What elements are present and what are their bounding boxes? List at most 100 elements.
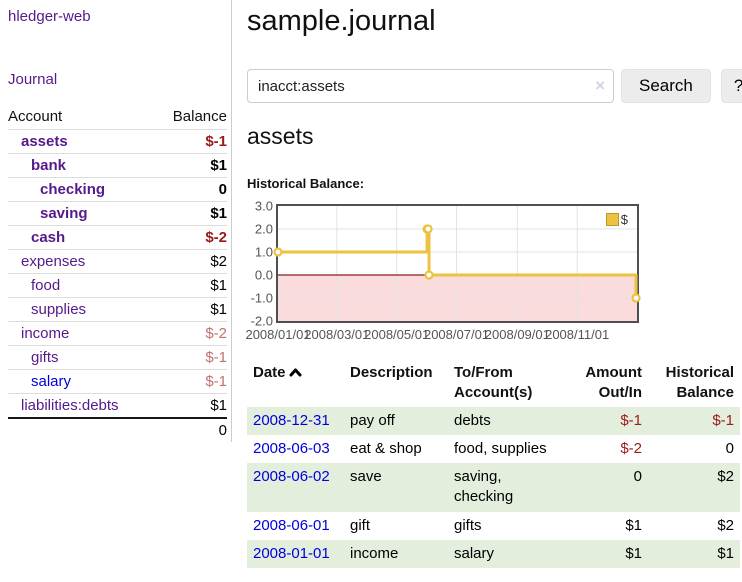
account-balance: $1: [210, 397, 227, 414]
search-input[interactable]: [247, 69, 614, 103]
account-balance: $1: [210, 205, 227, 222]
account-row: liabilities:debts $1: [8, 393, 227, 417]
transaction-balance: $2: [717, 516, 734, 534]
y-tick-label: 1.0: [254, 244, 273, 260]
sidebar-account-salary[interactable]: salary: [31, 373, 72, 390]
x-tick-label: 2008/03/01: [304, 327, 370, 342]
y-tick-label: -1.0: [250, 290, 273, 306]
search-form: × Search ?: [247, 69, 742, 103]
clear-search-icon[interactable]: ×: [595, 76, 605, 95]
help-button[interactable]: ?: [720, 69, 742, 103]
sidebar: hledger-web Journal Account Balance asse…: [0, 0, 232, 442]
sidebar-account-food[interactable]: food: [31, 277, 61, 294]
transaction-balance: 0: [725, 439, 734, 457]
account-row: saving $1: [8, 201, 227, 225]
transaction-balance: $1: [648, 539, 740, 568]
account-balance: $-2: [205, 229, 227, 246]
x-tick-label: 2008/07/01: [423, 327, 490, 342]
account-heading: assets: [247, 123, 314, 149]
page-title: sample.journal: [247, 5, 436, 37]
account-balance: $-2: [205, 325, 227, 342]
x-tick-label: 2008/11/01: [545, 327, 610, 342]
legend-series-label: $: [620, 212, 628, 227]
transaction-accounts: food, supplies: [454, 439, 547, 457]
balance-chart-svg: [273, 206, 641, 321]
account-balance: $2: [210, 253, 227, 270]
transaction-amount: $1: [625, 516, 642, 534]
account-row: gifts $-1: [8, 345, 227, 369]
sidebar-account-assets[interactable]: assets: [21, 133, 68, 150]
account-row: bank $1: [8, 153, 227, 177]
account-row: checking 0: [8, 177, 227, 201]
account-balance: $1: [210, 277, 227, 294]
chart-plot-area: $: [273, 204, 641, 323]
transaction-date-link[interactable]: 2008-06-02: [253, 468, 330, 485]
account-balance: $-1: [205, 349, 227, 366]
register-row: 2008-06-03 eat & shop food, supplies $-2…: [247, 435, 740, 463]
sidebar-account-expenses[interactable]: expenses: [21, 253, 86, 270]
sidebar-account-cash[interactable]: cash: [31, 229, 66, 246]
accounts-table: Account Balance assets $-1 bank $1 checkin…: [8, 103, 227, 441]
transaction-description: gift: [350, 516, 371, 534]
transaction-description: eat & shop: [350, 439, 422, 457]
transaction-date-link[interactable]: 2008-06-01: [253, 516, 330, 534]
account-column-header: To/From Account(s): [454, 364, 533, 402]
account-row: expenses $2: [8, 249, 227, 273]
register-row: 2008-06-01 gift gifts $1 $2: [247, 512, 740, 540]
sidebar-item-journal[interactable]: Journal: [8, 71, 58, 88]
account-row: income $-2: [8, 321, 227, 345]
date-column-header[interactable]: Date: [247, 360, 344, 407]
data-point-marker: [631, 293, 641, 303]
transaction-description: income: [344, 539, 448, 568]
account-balance: $1: [210, 301, 227, 318]
amount-column-header: Amount Out/In: [585, 364, 642, 402]
account-balance: $-1: [205, 133, 227, 150]
search-button[interactable]: Search: [621, 69, 711, 103]
account-row: salary $-1: [8, 369, 227, 393]
transaction-accounts: salary: [448, 539, 566, 568]
account-balance: $1: [210, 157, 227, 174]
transaction-accounts: debts: [448, 406, 566, 435]
balance-column-header: Historical Balance: [665, 364, 734, 402]
y-tick-label: 2.0: [254, 221, 273, 237]
transaction-amount: $-2: [620, 439, 642, 457]
transaction-description: save: [344, 463, 448, 512]
balance-column-header: Balance: [172, 107, 227, 125]
accounts-total-value: 0: [218, 421, 227, 439]
app-brand-link[interactable]: hledger-web: [8, 8, 91, 25]
register-row: 2008-12-31 pay off debts $-1 $-1: [247, 406, 740, 435]
sort-ascending-icon: [289, 368, 302, 377]
transaction-amount: $1: [566, 539, 648, 568]
transaction-date-link[interactable]: 2008-12-31: [253, 411, 330, 429]
account-row: cash $-2: [8, 225, 227, 249]
sidebar-account-income[interactable]: income: [21, 325, 70, 342]
transaction-date-link[interactable]: 2008-06-03: [253, 439, 330, 457]
register-header-row: Date Description To/From Account(s) Amou…: [247, 360, 740, 407]
accounts-total-row: 0: [8, 417, 227, 441]
transaction-accounts: saving, checking: [448, 463, 566, 512]
sidebar-account-liabilities-debts[interactable]: liabilities:debts: [21, 397, 119, 414]
chart-section-label: Historical Balance:: [247, 176, 365, 191]
chart-x-axis: 2008/01/01 2008/03/01 2008/05/01 2008/07/01…: [245, 327, 637, 343]
transaction-amount: 0: [566, 463, 648, 512]
y-tick-label: 3.0: [254, 198, 273, 214]
transaction-balance: $2: [648, 463, 740, 512]
account-row: assets $-1: [8, 129, 227, 153]
historical-balance-chart: 3.0 2.0 1.0 0.0 -1.0 -2.0 $ 2008/01/01 2008/03…: [245, 199, 667, 346]
sidebar-account-gifts[interactable]: gifts: [31, 349, 59, 366]
account-row: food $1: [8, 273, 227, 297]
chart-legend: $: [603, 211, 630, 228]
transaction-date-link[interactable]: 2008-01-01: [253, 544, 330, 562]
sidebar-account-saving[interactable]: saving: [40, 205, 88, 222]
sidebar-account-bank[interactable]: bank: [31, 157, 67, 174]
data-point-marker: [423, 224, 433, 234]
register-row: 2008-01-01 income salary $1 $1: [247, 539, 740, 568]
accounts-table-header: Account Balance: [8, 103, 227, 129]
description-column-header: Description: [350, 364, 433, 381]
sidebar-account-supplies[interactable]: supplies: [31, 301, 87, 318]
x-tick-label: 2008/09/01: [484, 327, 550, 342]
account-balance: $-1: [205, 373, 227, 390]
sidebar-account-checking[interactable]: checking: [40, 181, 106, 198]
transaction-accounts: gifts: [454, 516, 482, 534]
